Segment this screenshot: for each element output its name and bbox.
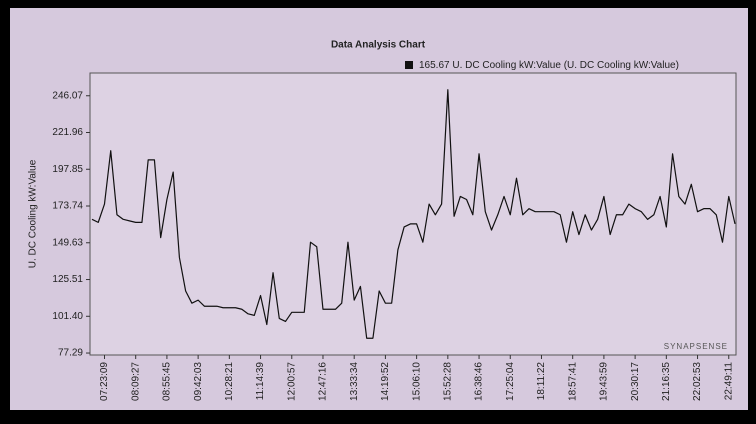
x-tick-label: 22:02:53 <box>692 362 703 401</box>
y-axis-label: U. DC Cooling kW:Value <box>28 159 39 268</box>
watermark: SYNAPSENSE <box>664 342 728 351</box>
x-tick-label: 18:57:41 <box>567 362 578 401</box>
x-tick-label: 09:42:03 <box>193 362 204 401</box>
series-line <box>91 89 736 339</box>
x-tick-label: 21:16:35 <box>661 362 672 401</box>
y-tick-label: 197.85 <box>52 164 83 175</box>
plot-area <box>89 72 737 356</box>
x-tick-label: 11:14:39 <box>255 362 266 401</box>
x-tick-label: 14:19:52 <box>380 362 391 401</box>
x-tick-label: 12:47:16 <box>318 362 329 401</box>
x-tick-label: 07:23:09 <box>99 362 110 401</box>
x-tick-label: 12:00:57 <box>286 362 297 401</box>
x-tick-label: 15:06:10 <box>411 362 422 401</box>
y-tick-label: 246.07 <box>52 90 83 101</box>
y-tick-label: 77.29 <box>58 348 83 359</box>
x-tick-label: 18:11:22 <box>536 362 547 401</box>
x-tick-label: 20:30:17 <box>630 362 641 401</box>
x-tick-label: 22:49:11 <box>723 362 734 401</box>
x-tick-label: 17:25:04 <box>505 362 516 401</box>
y-tick-label: 149.63 <box>52 237 83 248</box>
y-tick-label: 221.96 <box>52 127 83 138</box>
x-tick-label: 19:43:59 <box>599 362 610 401</box>
x-tick-label: 13:33:34 <box>349 362 360 401</box>
legend-swatch <box>405 61 413 69</box>
x-tick-label: 15:52:28 <box>442 362 453 401</box>
x-tick-label: 08:09:27 <box>130 362 141 401</box>
x-tick-label: 10:28:21 <box>224 362 235 401</box>
y-tick-label: 173.74 <box>52 201 83 212</box>
x-tick-label: 08:55:45 <box>162 362 173 401</box>
chart-title: Data Analysis Chart <box>331 40 426 51</box>
y-tick-label: 101.40 <box>52 311 83 322</box>
y-tick-label: 125.51 <box>52 274 83 285</box>
x-tick-label: 16:38:46 <box>474 362 485 401</box>
legend-label: 165.67 U. DC Cooling kW:Value (U. DC Coo… <box>419 60 679 71</box>
